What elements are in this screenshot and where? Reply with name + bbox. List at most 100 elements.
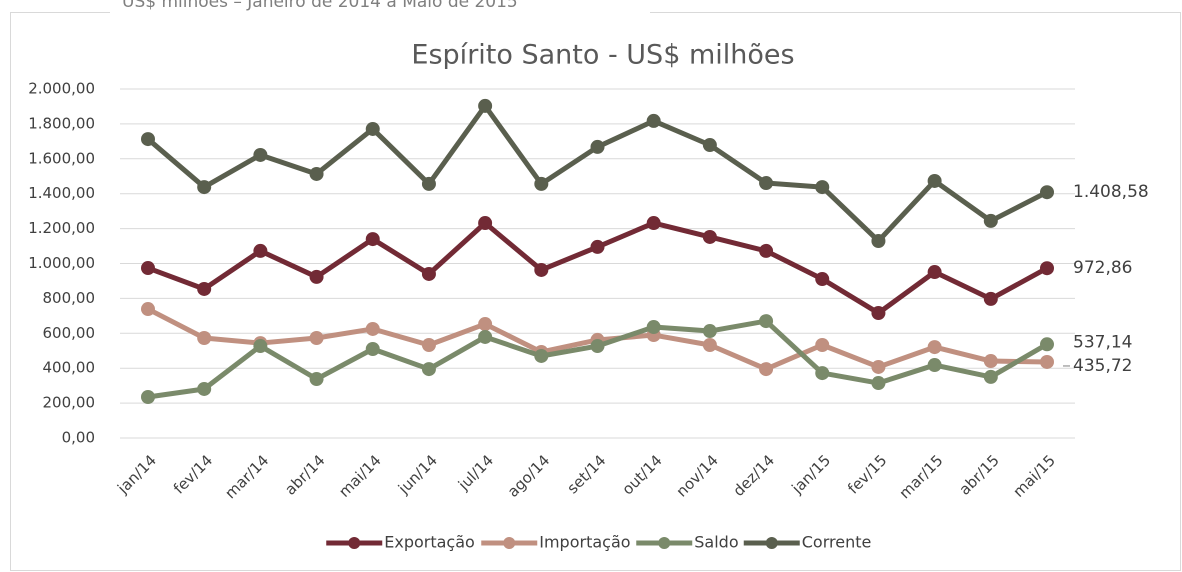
data-point xyxy=(253,147,268,162)
legend-marker xyxy=(765,537,778,549)
data-point xyxy=(141,389,155,404)
data-point xyxy=(759,314,774,329)
data-point xyxy=(478,329,493,344)
data-point xyxy=(702,138,717,153)
data-point xyxy=(590,239,605,254)
y-tick-label: 0,00 xyxy=(62,429,95,447)
x-tick-label: abr/15 xyxy=(955,451,1002,498)
x-tick-label: jan/15 xyxy=(788,451,835,498)
data-point xyxy=(646,216,661,231)
x-tick-label: abr/14 xyxy=(281,451,328,498)
x-tick-label: dez/14 xyxy=(729,451,778,500)
x-tick-label: jan/14 xyxy=(113,451,160,498)
caption-bg xyxy=(110,0,650,14)
data-point xyxy=(759,362,774,377)
data-point xyxy=(590,139,605,154)
data-point xyxy=(590,339,605,354)
data-point xyxy=(702,229,717,244)
y-tick-label: 2.000,00 xyxy=(28,80,95,98)
legend-label: Exportação xyxy=(384,533,475,552)
data-label: 1.408,58 xyxy=(1073,182,1149,202)
data-point xyxy=(478,216,493,231)
series-line xyxy=(147,318,1049,400)
y-tick-label: 600,00 xyxy=(43,324,96,342)
data-point xyxy=(421,176,436,191)
x-tick-label: out/14 xyxy=(619,451,666,498)
y-tick-label: 200,00 xyxy=(43,394,96,412)
data-point xyxy=(197,381,212,396)
data-point xyxy=(534,262,549,277)
data-point xyxy=(815,180,830,195)
data-label: 537,14 xyxy=(1073,332,1132,352)
y-tick-label: 1.600,00 xyxy=(28,149,95,167)
x-tick-label: mar/14 xyxy=(221,451,272,502)
data-point xyxy=(927,358,942,373)
data-label: 435,72 xyxy=(1073,356,1132,376)
data-point xyxy=(983,354,998,369)
data-point xyxy=(421,266,436,281)
data-point xyxy=(478,98,493,113)
data-point xyxy=(815,366,830,381)
data-point xyxy=(983,291,998,306)
x-tick-label: jul/14 xyxy=(454,451,497,494)
x-tick-label: jun/14 xyxy=(394,451,441,498)
data-point xyxy=(309,372,324,387)
x-tick-label: fev/14 xyxy=(170,451,216,497)
data-point xyxy=(365,232,380,247)
data-point xyxy=(421,362,436,377)
data-point xyxy=(983,369,998,384)
y-tick-label: 1.200,00 xyxy=(28,219,95,237)
data-point xyxy=(309,269,324,284)
data-point xyxy=(365,121,380,136)
y-tick-label: 1.800,00 xyxy=(28,114,95,132)
y-tick-label: 400,00 xyxy=(43,359,96,377)
data-point xyxy=(646,113,661,128)
data-point xyxy=(141,261,155,276)
data-point xyxy=(421,337,436,352)
data-point xyxy=(253,243,268,258)
legend-marker xyxy=(658,537,671,549)
data-point xyxy=(365,342,380,357)
data-point xyxy=(815,337,830,352)
x-tick-label: nov/14 xyxy=(673,451,722,500)
data-point xyxy=(759,243,774,258)
data-point xyxy=(309,331,324,346)
data-point xyxy=(534,176,549,191)
data-point xyxy=(815,272,830,287)
data-point xyxy=(702,337,717,352)
data-point xyxy=(646,320,661,335)
data-point xyxy=(927,173,942,188)
data-point xyxy=(197,281,212,296)
legend-label: Importação xyxy=(539,533,630,552)
y-tick-label: 800,00 xyxy=(43,289,96,307)
data-point xyxy=(871,359,886,374)
data-point xyxy=(927,265,942,280)
data-point xyxy=(141,302,155,317)
series-line xyxy=(147,220,1049,316)
data-point xyxy=(1040,337,1054,352)
x-tick-label: mar/15 xyxy=(896,451,947,502)
x-tick-label: mai/14 xyxy=(335,451,385,501)
legend-label: Corrente xyxy=(802,533,872,552)
data-point xyxy=(197,331,212,346)
chart-title: Espírito Santo - US$ milhões xyxy=(411,40,794,71)
data-point xyxy=(927,340,942,355)
data-point xyxy=(1040,261,1054,276)
data-point xyxy=(141,132,155,147)
data-point xyxy=(1040,185,1054,200)
data-point xyxy=(534,348,549,363)
caption: US$ milhões – Janeiro de 2014 a Maio de … xyxy=(122,0,518,12)
data-point xyxy=(983,213,998,228)
data-point xyxy=(309,166,324,181)
legend-marker xyxy=(503,537,516,549)
x-tick-label: fev/15 xyxy=(844,451,890,497)
x-tick-label: set/14 xyxy=(563,451,609,497)
y-tick-label: 1.400,00 xyxy=(28,184,95,202)
x-tick-label: mai/15 xyxy=(1009,451,1059,501)
legend-label: Saldo xyxy=(694,533,738,552)
data-point xyxy=(759,176,774,191)
data-point xyxy=(702,324,717,339)
legend-marker xyxy=(348,537,361,549)
series-line xyxy=(146,103,1049,244)
